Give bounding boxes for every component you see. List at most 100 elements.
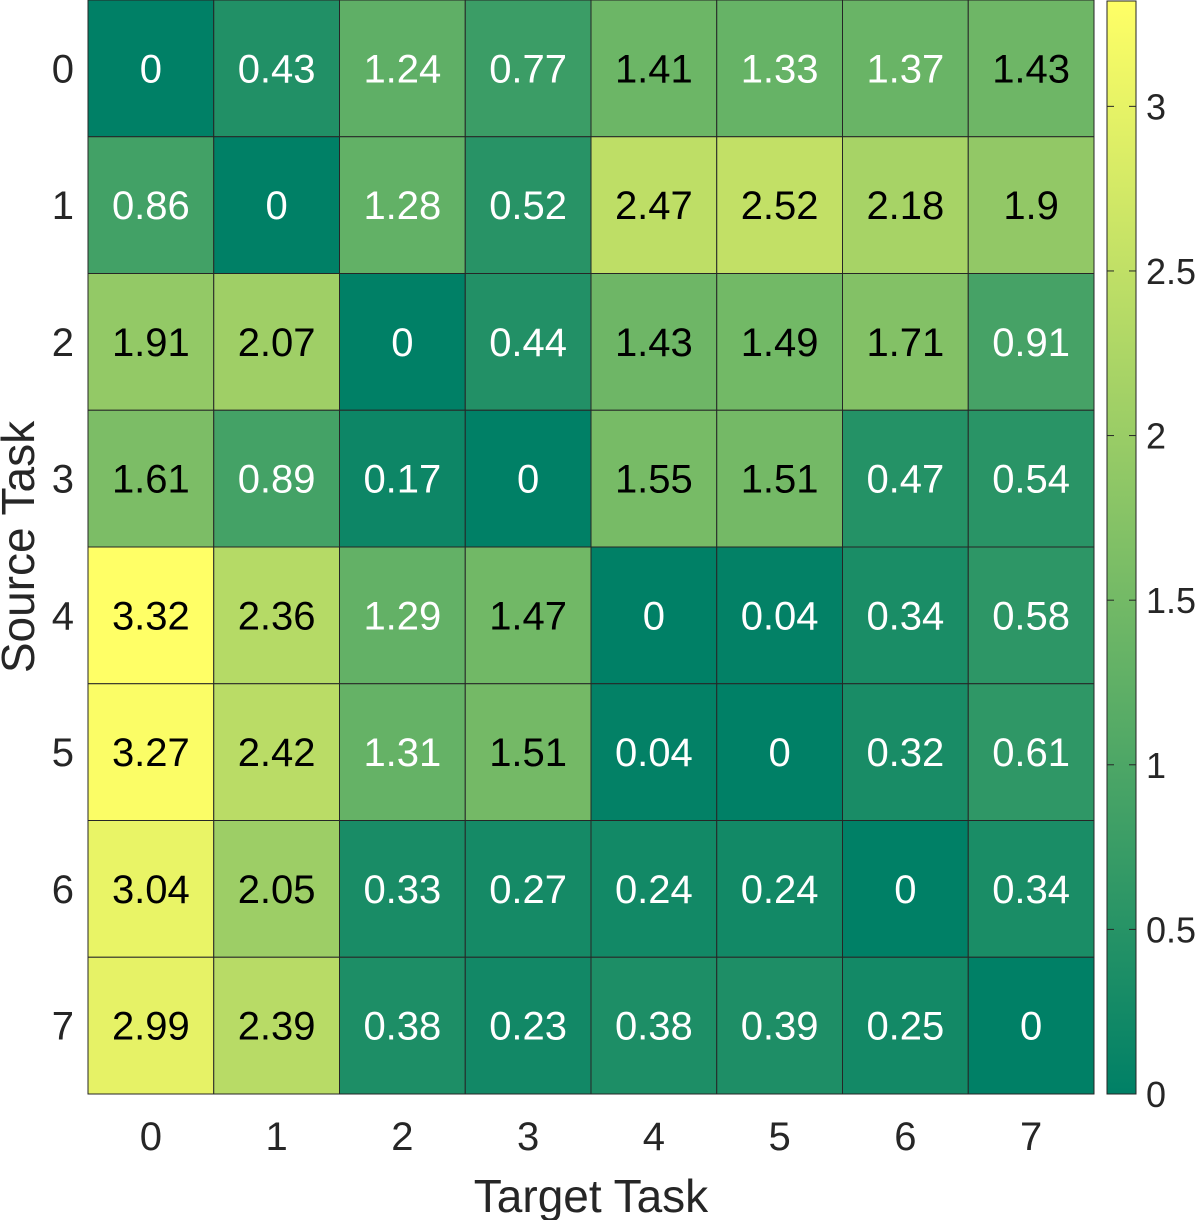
heatmap-cell (213, 0, 340, 138)
heatmap-cell (87, 136, 215, 274)
heatmap-cell (590, 0, 718, 138)
cell-value-label: 1.91 (112, 321, 190, 365)
x-tick-label: 7 (1020, 1115, 1042, 1159)
cell-value-label: 0 (894, 868, 916, 912)
cell-value-label: 0.33 (363, 868, 441, 912)
x-tick-label: 6 (894, 1115, 916, 1159)
cell-value-label: 1.33 (741, 47, 819, 91)
cell-value-label: 3.27 (112, 731, 190, 775)
cell-value-label: 2.47 (615, 184, 693, 228)
heatmap-cell (87, 546, 215, 685)
cell-value-label: 0.34 (866, 594, 944, 638)
heatmap-cell (339, 546, 466, 685)
cell-value-label: 1.51 (489, 731, 567, 775)
cell-value-label: 3.32 (112, 594, 190, 638)
heatmap-cell (967, 820, 1095, 958)
heatmap-cell (842, 136, 969, 274)
y-tick-label: 2 (52, 321, 74, 365)
y-axis-ticks: 0 1 2 3 4 5 6 7 (52, 47, 74, 1048)
y-tick-label: 4 (52, 594, 74, 638)
cell-value-label: 1.28 (363, 184, 441, 228)
heatmap-cell (213, 683, 340, 821)
heatmap-cell (213, 409, 340, 548)
cell-value-label: 0.23 (489, 1005, 567, 1049)
colorbar-tick-label: 2.5 (1146, 251, 1196, 292)
heatmap-cell (464, 683, 592, 821)
heatmap-cell (716, 273, 843, 411)
heatmap-cell (716, 0, 843, 138)
heatmap-cell (590, 546, 718, 685)
cell-value-label: 0.27 (489, 868, 567, 912)
cell-value-label: 2.99 (112, 1005, 190, 1049)
heatmap-cell (339, 409, 466, 548)
heatmap-cell (213, 546, 340, 685)
colorbar-tick-label: 2 (1146, 416, 1166, 457)
y-tick-label: 5 (52, 731, 74, 775)
cell-value-label: 1.51 (741, 458, 819, 502)
cell-value-label: 0.32 (866, 731, 944, 775)
cell-value-label: 3.04 (112, 868, 190, 912)
heatmap-cell (716, 409, 843, 548)
cell-value-label: 0.47 (866, 458, 944, 502)
cell-value-label: 0.25 (866, 1005, 944, 1049)
heatmap-cell (464, 136, 592, 274)
heatmap-cell (87, 409, 215, 548)
colorbar-tick-label: 1 (1146, 745, 1166, 786)
cell-value-label: 0.89 (238, 458, 316, 502)
heatmap-cell (716, 956, 843, 1095)
cell-value-label: 0.44 (489, 321, 567, 365)
heatmap-cell (842, 683, 969, 821)
heatmap-cell (967, 136, 1095, 274)
cell-value-label: 0.04 (615, 731, 693, 775)
cell-value-label: 1.31 (363, 731, 441, 775)
heatmap-cell (464, 956, 592, 1095)
cell-value-label: 2.18 (866, 184, 944, 228)
cell-value-label: 0 (517, 458, 539, 502)
x-axis-label: Target Task (474, 1170, 709, 1220)
heatmap-cell (464, 546, 592, 685)
cell-value-label: 1.29 (363, 594, 441, 638)
cell-value-label: 2.05 (238, 868, 316, 912)
heatmap-cell (590, 683, 718, 821)
colorbar: 0 0.5 1 1.5 2 2.5 3 (1106, 0, 1196, 1115)
cell-value-label: 0.17 (363, 458, 441, 502)
cell-value-label: 2.36 (238, 594, 316, 638)
cell-value-label: 1.24 (363, 47, 441, 91)
heatmap-cell (339, 683, 466, 821)
cell-value-label: 1.47 (489, 594, 567, 638)
heatmap-cell (967, 0, 1095, 138)
cell-value-label: 2.42 (238, 731, 316, 775)
heatmap-cell (339, 0, 466, 138)
heatmap-cells (87, 0, 1095, 1095)
y-tick-label: 7 (52, 1005, 74, 1049)
cell-value-label: 0.86 (112, 184, 190, 228)
heatmap-cell (464, 0, 592, 138)
heatmap-cell (967, 546, 1095, 685)
cell-value-label: 0 (140, 47, 162, 91)
cell-value-label: 2.39 (238, 1005, 316, 1049)
cell-value-label: 1.43 (992, 47, 1070, 91)
cell-value-label: 0 (769, 731, 791, 775)
colorbar-tick-label: 3 (1146, 86, 1166, 127)
heatmap-cell (87, 956, 215, 1095)
heatmap-cell (842, 546, 969, 685)
y-tick-label: 1 (52, 184, 74, 228)
heatmap-cell (339, 820, 466, 958)
cell-value-label: 0.43 (238, 47, 316, 91)
colorbar-tick-label: 0 (1146, 1074, 1166, 1115)
cell-value-label: 1.55 (615, 458, 693, 502)
x-tick-label: 2 (391, 1115, 413, 1159)
cell-value-label: 1.37 (866, 47, 944, 91)
cell-value-label: 0.34 (992, 868, 1070, 912)
heatmap-cell (842, 273, 969, 411)
cell-value-label: 1.61 (112, 458, 190, 502)
x-tick-label: 4 (643, 1115, 665, 1159)
cell-value-label: 0.38 (363, 1005, 441, 1049)
heatmap-cell (464, 409, 592, 548)
cell-value-label: 0.24 (615, 868, 693, 912)
y-tick-label: 0 (52, 47, 74, 91)
cell-value-label: 0.38 (615, 1005, 693, 1049)
cell-value-label: 2.07 (238, 321, 316, 365)
y-tick-label: 6 (52, 868, 74, 912)
cell-value-label: 0.54 (992, 458, 1070, 502)
